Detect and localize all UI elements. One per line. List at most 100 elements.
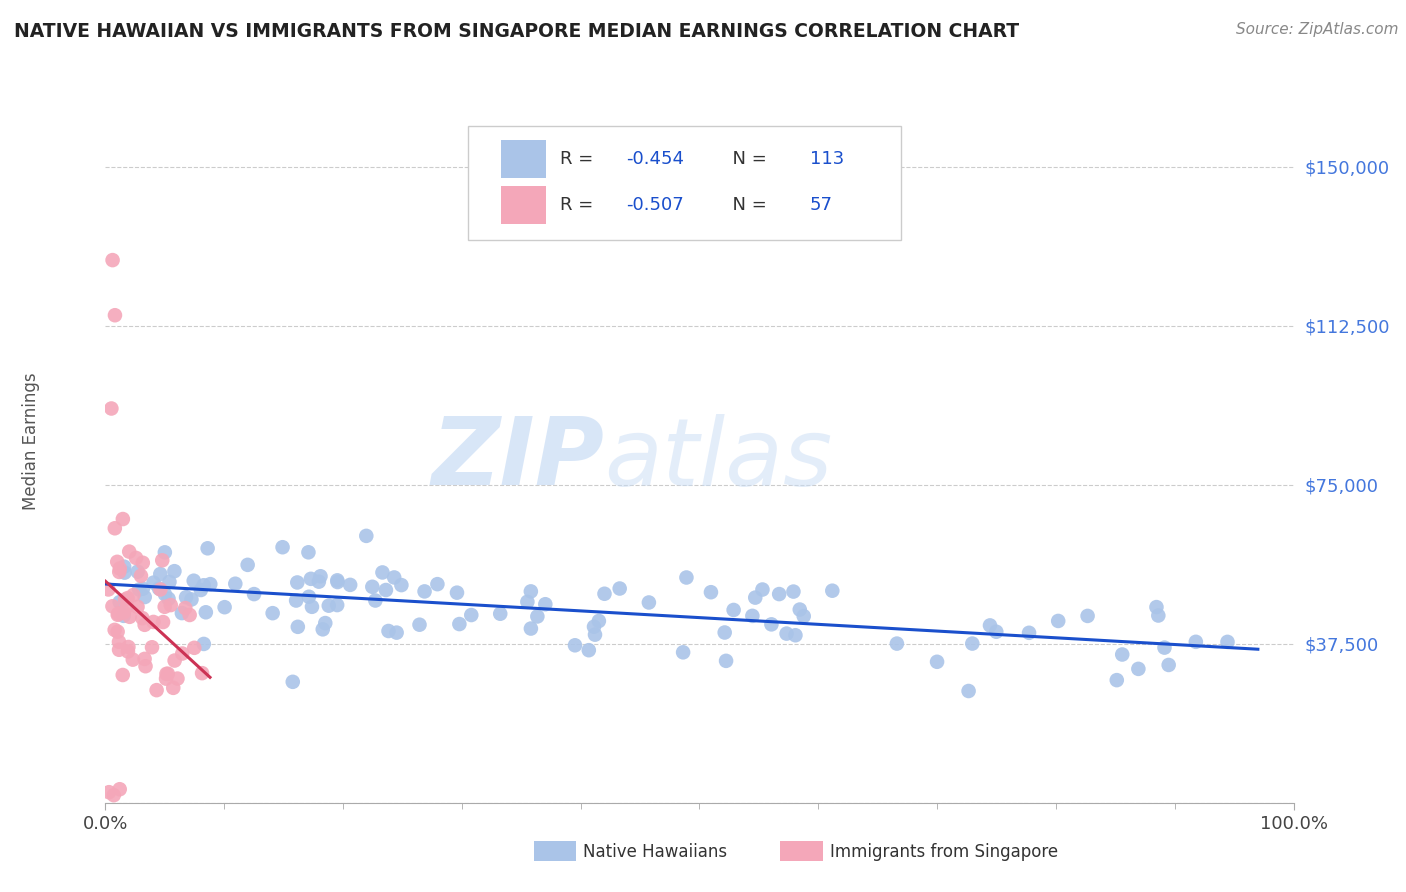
- Point: [723, 603, 745, 617]
- Point: [761, 617, 783, 632]
- Point: [377, 624, 399, 638]
- Point: [297, 545, 319, 559]
- Text: 113: 113: [810, 150, 844, 169]
- Point: [142, 615, 165, 629]
- Point: [520, 622, 543, 636]
- Point: [170, 606, 193, 620]
- Point: [1157, 657, 1180, 672]
- Point: [156, 666, 179, 681]
- Point: [142, 575, 165, 590]
- Point: [578, 643, 600, 657]
- Point: [193, 637, 215, 651]
- Point: [700, 585, 723, 599]
- Point: [489, 607, 512, 621]
- Point: [1111, 648, 1133, 662]
- Point: [111, 668, 134, 682]
- Point: [1077, 608, 1099, 623]
- Point: [152, 615, 174, 629]
- Point: [1105, 673, 1128, 687]
- Point: [449, 617, 471, 632]
- Point: [979, 618, 1001, 632]
- Text: ZIP: ZIP: [432, 413, 605, 506]
- Point: [105, 555, 128, 569]
- Point: [583, 628, 606, 642]
- Point: [339, 578, 361, 592]
- Point: [104, 308, 127, 322]
- Point: [382, 570, 405, 584]
- Point: [172, 647, 194, 661]
- Point: [194, 605, 217, 619]
- Point: [117, 640, 139, 654]
- Point: [460, 607, 482, 622]
- Point: [564, 638, 586, 652]
- Point: [389, 578, 412, 592]
- Point: [108, 782, 131, 797]
- Point: [371, 566, 394, 580]
- Point: [163, 564, 186, 578]
- Point: [114, 566, 136, 580]
- Point: [117, 644, 139, 658]
- Point: [408, 617, 430, 632]
- Point: [520, 584, 543, 599]
- Point: [789, 602, 811, 616]
- FancyBboxPatch shape: [501, 186, 546, 224]
- Point: [744, 591, 766, 605]
- Point: [298, 590, 321, 604]
- Point: [713, 625, 735, 640]
- Point: [180, 592, 202, 607]
- Point: [1147, 608, 1170, 623]
- Point: [132, 556, 155, 570]
- Point: [149, 582, 172, 597]
- Point: [134, 617, 156, 632]
- Point: [104, 521, 127, 535]
- Point: [299, 572, 322, 586]
- Point: [162, 681, 184, 695]
- Point: [361, 580, 384, 594]
- Point: [200, 577, 222, 591]
- Point: [149, 567, 172, 582]
- Point: [236, 558, 259, 572]
- Point: [962, 636, 984, 650]
- Point: [751, 582, 773, 597]
- Point: [1018, 625, 1040, 640]
- Point: [98, 785, 121, 799]
- Point: [243, 587, 266, 601]
- Point: [714, 654, 737, 668]
- Point: [107, 607, 129, 622]
- Point: [318, 599, 340, 613]
- Point: [301, 599, 323, 614]
- Point: [97, 582, 120, 597]
- Point: [426, 577, 449, 591]
- Point: [193, 578, 215, 592]
- Point: [101, 599, 124, 614]
- Text: -0.507: -0.507: [626, 196, 683, 214]
- Point: [179, 607, 201, 622]
- Point: [114, 592, 136, 607]
- Point: [385, 625, 408, 640]
- Point: [1185, 635, 1208, 649]
- Point: [129, 569, 152, 583]
- Point: [1153, 640, 1175, 655]
- Point: [112, 605, 135, 619]
- Point: [308, 574, 330, 589]
- Point: [534, 597, 557, 611]
- Point: [100, 401, 122, 416]
- Point: [285, 593, 308, 607]
- Point: [782, 584, 804, 599]
- Point: [413, 584, 436, 599]
- Point: [190, 582, 212, 597]
- Point: [214, 600, 236, 615]
- Text: R =: R =: [561, 196, 599, 214]
- Point: [121, 653, 143, 667]
- Point: [312, 623, 335, 637]
- Point: [108, 635, 131, 649]
- Point: [741, 608, 763, 623]
- Point: [118, 544, 141, 558]
- Point: [986, 624, 1008, 639]
- Point: [582, 620, 605, 634]
- Point: [166, 672, 188, 686]
- Point: [285, 575, 308, 590]
- Point: [117, 591, 139, 606]
- Point: [793, 609, 815, 624]
- Point: [127, 599, 149, 614]
